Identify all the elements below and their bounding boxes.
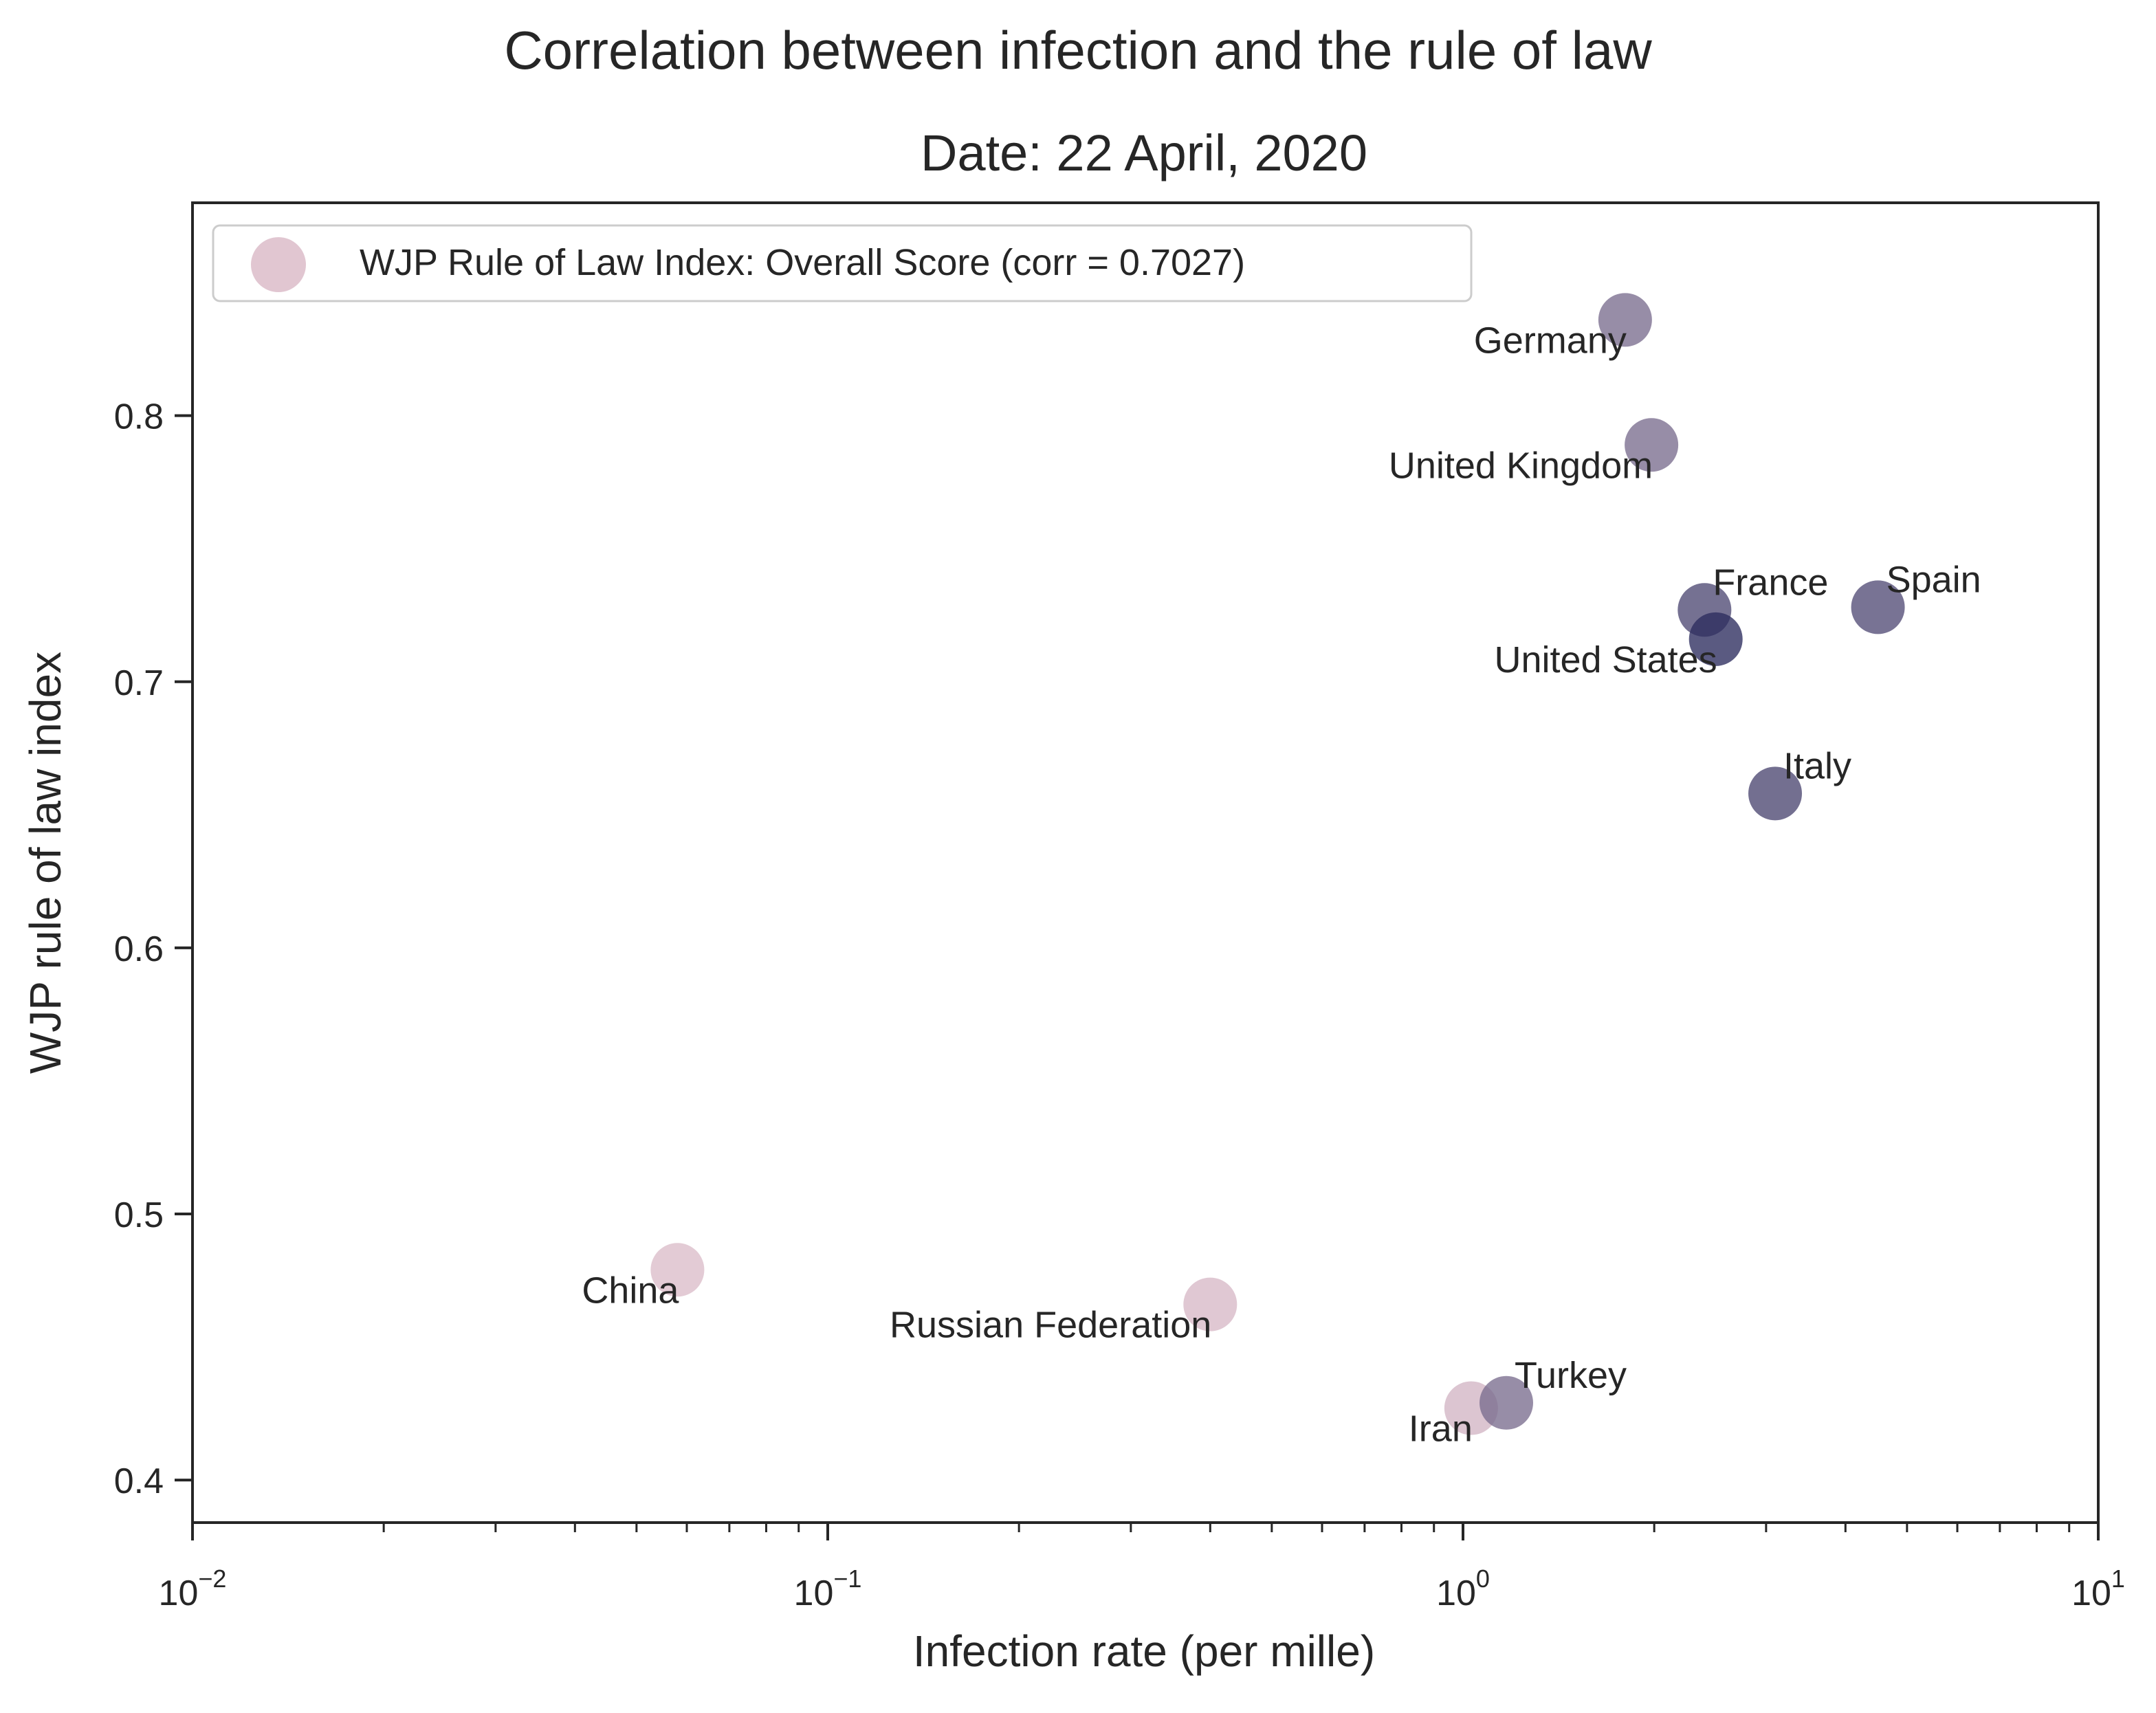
x-tick-label: 100 [1436, 1565, 1490, 1613]
plot-frame [191, 201, 2100, 1524]
chart-title: Correlation between infection and the ru… [504, 20, 1652, 80]
y-tick-label: 0.8 [114, 397, 164, 437]
x-tick-label: 101 [2071, 1565, 2125, 1613]
scatter-point [1851, 580, 1905, 634]
x-tick-label: 10−1 [794, 1565, 862, 1613]
legend: WJP Rule of Law Index: Overall Score (co… [212, 224, 1473, 302]
scatter-point [650, 1243, 705, 1297]
point-label: China [582, 1270, 679, 1311]
y-tick-label: 0.5 [114, 1195, 164, 1235]
point-label: Turkey [1515, 1355, 1627, 1396]
point-labels: Germany United Kingdom France Spain United S… [582, 320, 1981, 1449]
y-tick-label: 0.4 [114, 1461, 164, 1501]
chart-subtitle: Date: 22 April, 2020 [921, 124, 1367, 181]
scatter-point [1748, 766, 1803, 821]
y-tick-label: 0.6 [114, 929, 164, 969]
y-tick-label: 0.7 [114, 663, 164, 703]
scatter-point [1625, 418, 1679, 472]
point-label: Spain [1886, 559, 1981, 600]
x-axis-label: Infection rate (per mille) [913, 1626, 1375, 1676]
point-label: Russian Federation [890, 1305, 1211, 1346]
point-label: United States [1495, 639, 1717, 681]
scatter-point [1598, 293, 1652, 347]
x-tick-label: 10−2 [159, 1565, 227, 1613]
scatter-point [1688, 612, 1743, 666]
scatter-point [1183, 1277, 1238, 1331]
scatter-point [1480, 1375, 1534, 1430]
point-label: United Kingdom [1389, 445, 1653, 486]
point-label: France [1713, 562, 1828, 603]
point-label: Italy [1783, 745, 1851, 786]
point-label: Iran [1409, 1408, 1473, 1450]
point-label: Germany [1474, 320, 1627, 361]
y-axis-label: WJP rule of law index [21, 652, 70, 1074]
legend-box [212, 224, 1473, 302]
legend-label: WJP Rule of Law Index: Overall Score (co… [360, 242, 1245, 283]
legend-marker [251, 237, 306, 292]
data-points [650, 293, 1905, 1435]
